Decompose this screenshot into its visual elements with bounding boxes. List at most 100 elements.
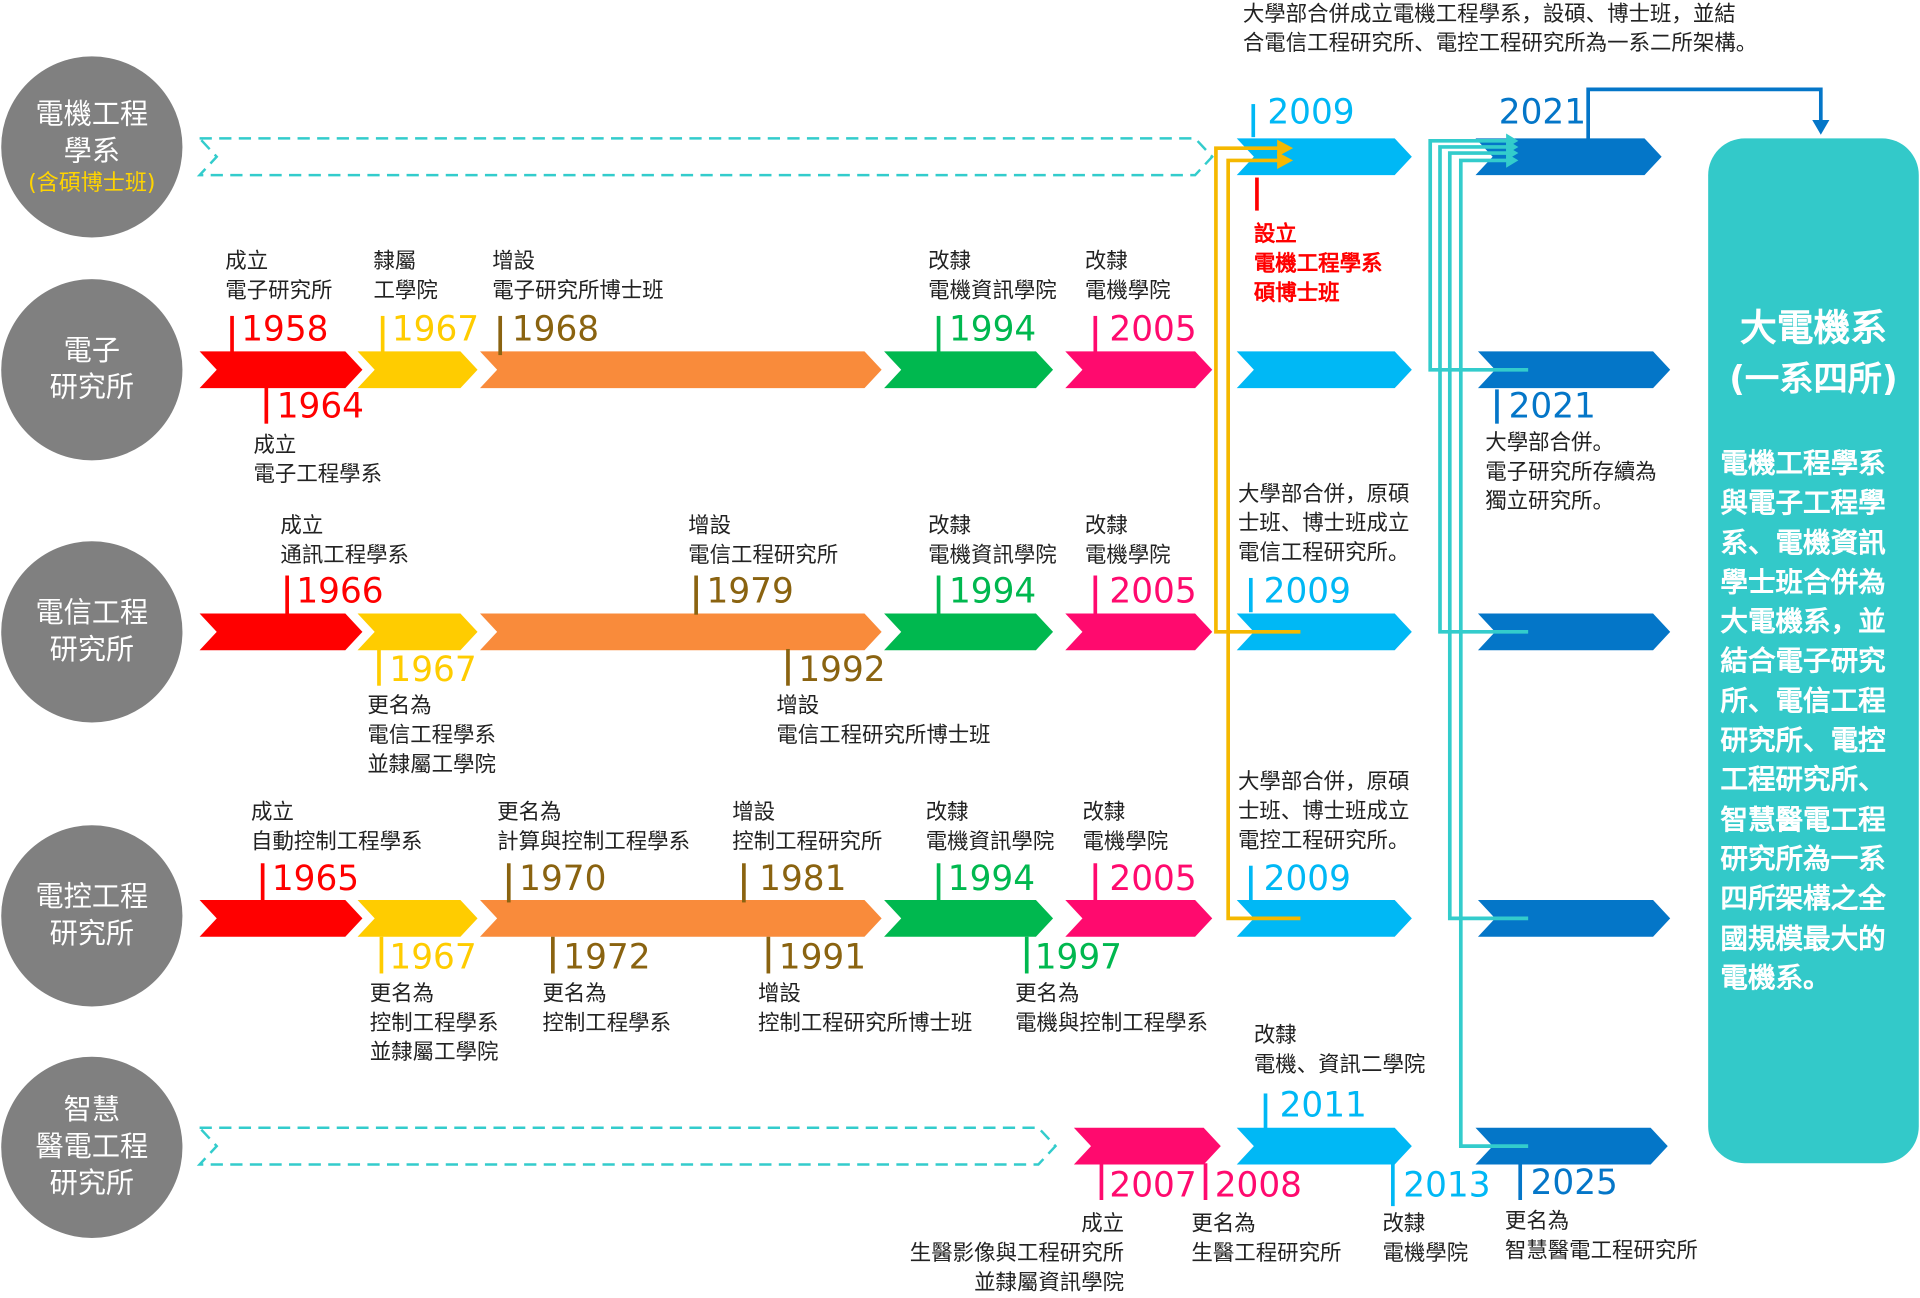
event-description-line: 增設: [776, 694, 820, 719]
year-tick: [1251, 104, 1256, 138]
event-description-line: 電子研究所: [225, 279, 333, 304]
event-description: 改隸 電機學院: [1382, 1210, 1468, 1269]
year-tick: [506, 863, 511, 903]
event-description: 改隸 電機學院: [1085, 512, 1171, 571]
event-description-line: 電機學院: [1084, 279, 1171, 304]
unit-name-line: 電機工程: [35, 99, 149, 132]
arrow-segment: [480, 351, 882, 389]
unit-circle: 電信工程 研究所: [1, 541, 183, 723]
event-description-line: 電子研究所存續為: [1485, 460, 1657, 485]
unit-circle: 電控工程 研究所: [1, 825, 183, 1007]
event-description-line: 控制工程學系: [369, 1011, 499, 1036]
event-description-line: 成立: [225, 249, 269, 275]
event-description: 更名為 電機與控制工程學系: [1015, 980, 1208, 1039]
event-year: 2025: [1530, 1162, 1618, 1203]
event-description-line: 控制工程學系: [542, 1011, 672, 1036]
event-year: 2005: [1109, 308, 1197, 349]
event-year: 2009: [1263, 570, 1351, 612]
event-year: 1965: [271, 858, 360, 899]
event-year: 1992: [798, 648, 886, 690]
event-description-line: 改隸: [1084, 514, 1128, 539]
unit-name-line: 學系: [63, 135, 121, 168]
year-tick: [285, 575, 289, 615]
year-tick: [1518, 1163, 1523, 1201]
event-description-line: 士班、博士班成立: [1237, 511, 1410, 537]
event-year: 1967: [391, 308, 480, 349]
event-description-line: 成立: [253, 433, 297, 458]
connector-line: [1226, 158, 1301, 921]
year-tick: [1255, 177, 1259, 211]
event-description-line: 電子研究所博士班: [492, 279, 664, 304]
event-description-line: 並隸屬資訊學院: [974, 1271, 1125, 1296]
event-description-line: 電機與控制工程學系: [1015, 1011, 1208, 1036]
year-tick: [936, 315, 941, 356]
event-year: 1966: [296, 570, 384, 612]
event-description: 增設 電信工程研究所博士班: [776, 692, 990, 751]
event-description-line: 智慧醫電工程研究所: [1504, 1239, 1698, 1264]
event-description-line: 電子工程學系: [253, 462, 383, 488]
event-description: 大學部合併，原碩 士班、博士班成立 電控工程研究所。: [1238, 768, 1409, 856]
event-year: 2009: [1263, 858, 1351, 899]
event-description: 增設 控制工程研究所: [732, 798, 882, 857]
event-description-line: 自動控制工程學系: [251, 830, 423, 855]
event-description: 設立 電機工程學系 碩博士班: [1254, 220, 1383, 308]
event-description: 成立 電子研究所: [225, 247, 332, 306]
event-year: 1994: [947, 858, 1036, 899]
arrowhead-icon: [1506, 153, 1519, 168]
event-description: 成立 通訊工程學系: [280, 512, 409, 571]
year-tick: [766, 936, 771, 974]
arrow-segment: [1475, 138, 1662, 176]
event-description-line: 改隸: [1382, 1212, 1426, 1237]
event-description-line: 合電信工程研究所、電控工程研究所為一系二所架構。: [1242, 31, 1758, 57]
event-description: 隸屬 工學院: [373, 247, 437, 306]
event-year: 2007: [1109, 1164, 1197, 1205]
unit-name-line: 研究所: [49, 1168, 135, 1201]
event-description: 成立 生醫影像與工程研究所 並隸屬資訊學院: [910, 1210, 1124, 1298]
event-description-line: 改隸: [928, 249, 972, 275]
unit-circle: 智慧 醫電工程 研究所: [1, 1056, 183, 1238]
unit-name-line: 研究所: [49, 918, 135, 951]
arrow-segment: [884, 351, 1054, 389]
summary-subtitle: (一系四所): [1729, 358, 1898, 400]
year-tick: [230, 315, 234, 356]
unit-name-line: 研究所: [49, 634, 135, 667]
event-description-line: 更名為: [497, 800, 562, 826]
arrow-segment: [1065, 900, 1213, 937]
summary-title: 大電機系: [1740, 307, 1887, 351]
unit-circle: 電機工程 學系 (含碩博士班): [1, 56, 183, 238]
event-description-line: 電機學院: [1382, 1241, 1469, 1267]
year-tick: [1093, 863, 1098, 903]
connector-line: [1214, 146, 1301, 634]
event-description-line: 碩博士班: [1253, 281, 1340, 307]
connector-line: [1586, 87, 1823, 140]
unit-name-line: 智慧: [63, 1094, 121, 1127]
event-description: 改隸 電機學院: [1085, 247, 1171, 306]
arrow-segment: [1475, 1127, 1668, 1165]
event-description-line: 電信工程學系: [367, 723, 496, 749]
year-tick: [379, 936, 384, 974]
year-tick: [498, 315, 503, 356]
year-tick: [1248, 865, 1253, 901]
arrow-segment: [357, 613, 478, 651]
arrow-segment: [357, 900, 478, 937]
unit-name-line: 電控工程: [35, 881, 149, 914]
year-tick: [1099, 1163, 1104, 1201]
year-tick: [936, 575, 941, 615]
event-description-line: 並隸屬工學院: [367, 753, 496, 778]
event-year: 1981: [759, 858, 847, 899]
event-description: 大學部合併。 電子研究所存續為 獨立研究所。: [1485, 429, 1656, 517]
event-description-line: 生醫工程研究所: [1191, 1241, 1342, 1267]
event-description-line: 更名為: [542, 982, 607, 1007]
event-year: 2009: [1267, 91, 1355, 133]
year-tick: [1248, 577, 1253, 613]
unit-name-line: 醫電工程: [35, 1131, 149, 1164]
event-description-line: 電機學院: [1082, 830, 1169, 855]
event-description-line: 控制工程研究所博士班: [757, 1011, 973, 1036]
event-year: 1967: [389, 648, 477, 690]
event-year: 1994: [948, 570, 1037, 612]
event-year: 2005: [1109, 858, 1197, 899]
arrowhead-icon: [1277, 139, 1294, 157]
event-description: 改隸 電機資訊學院: [928, 247, 1057, 306]
